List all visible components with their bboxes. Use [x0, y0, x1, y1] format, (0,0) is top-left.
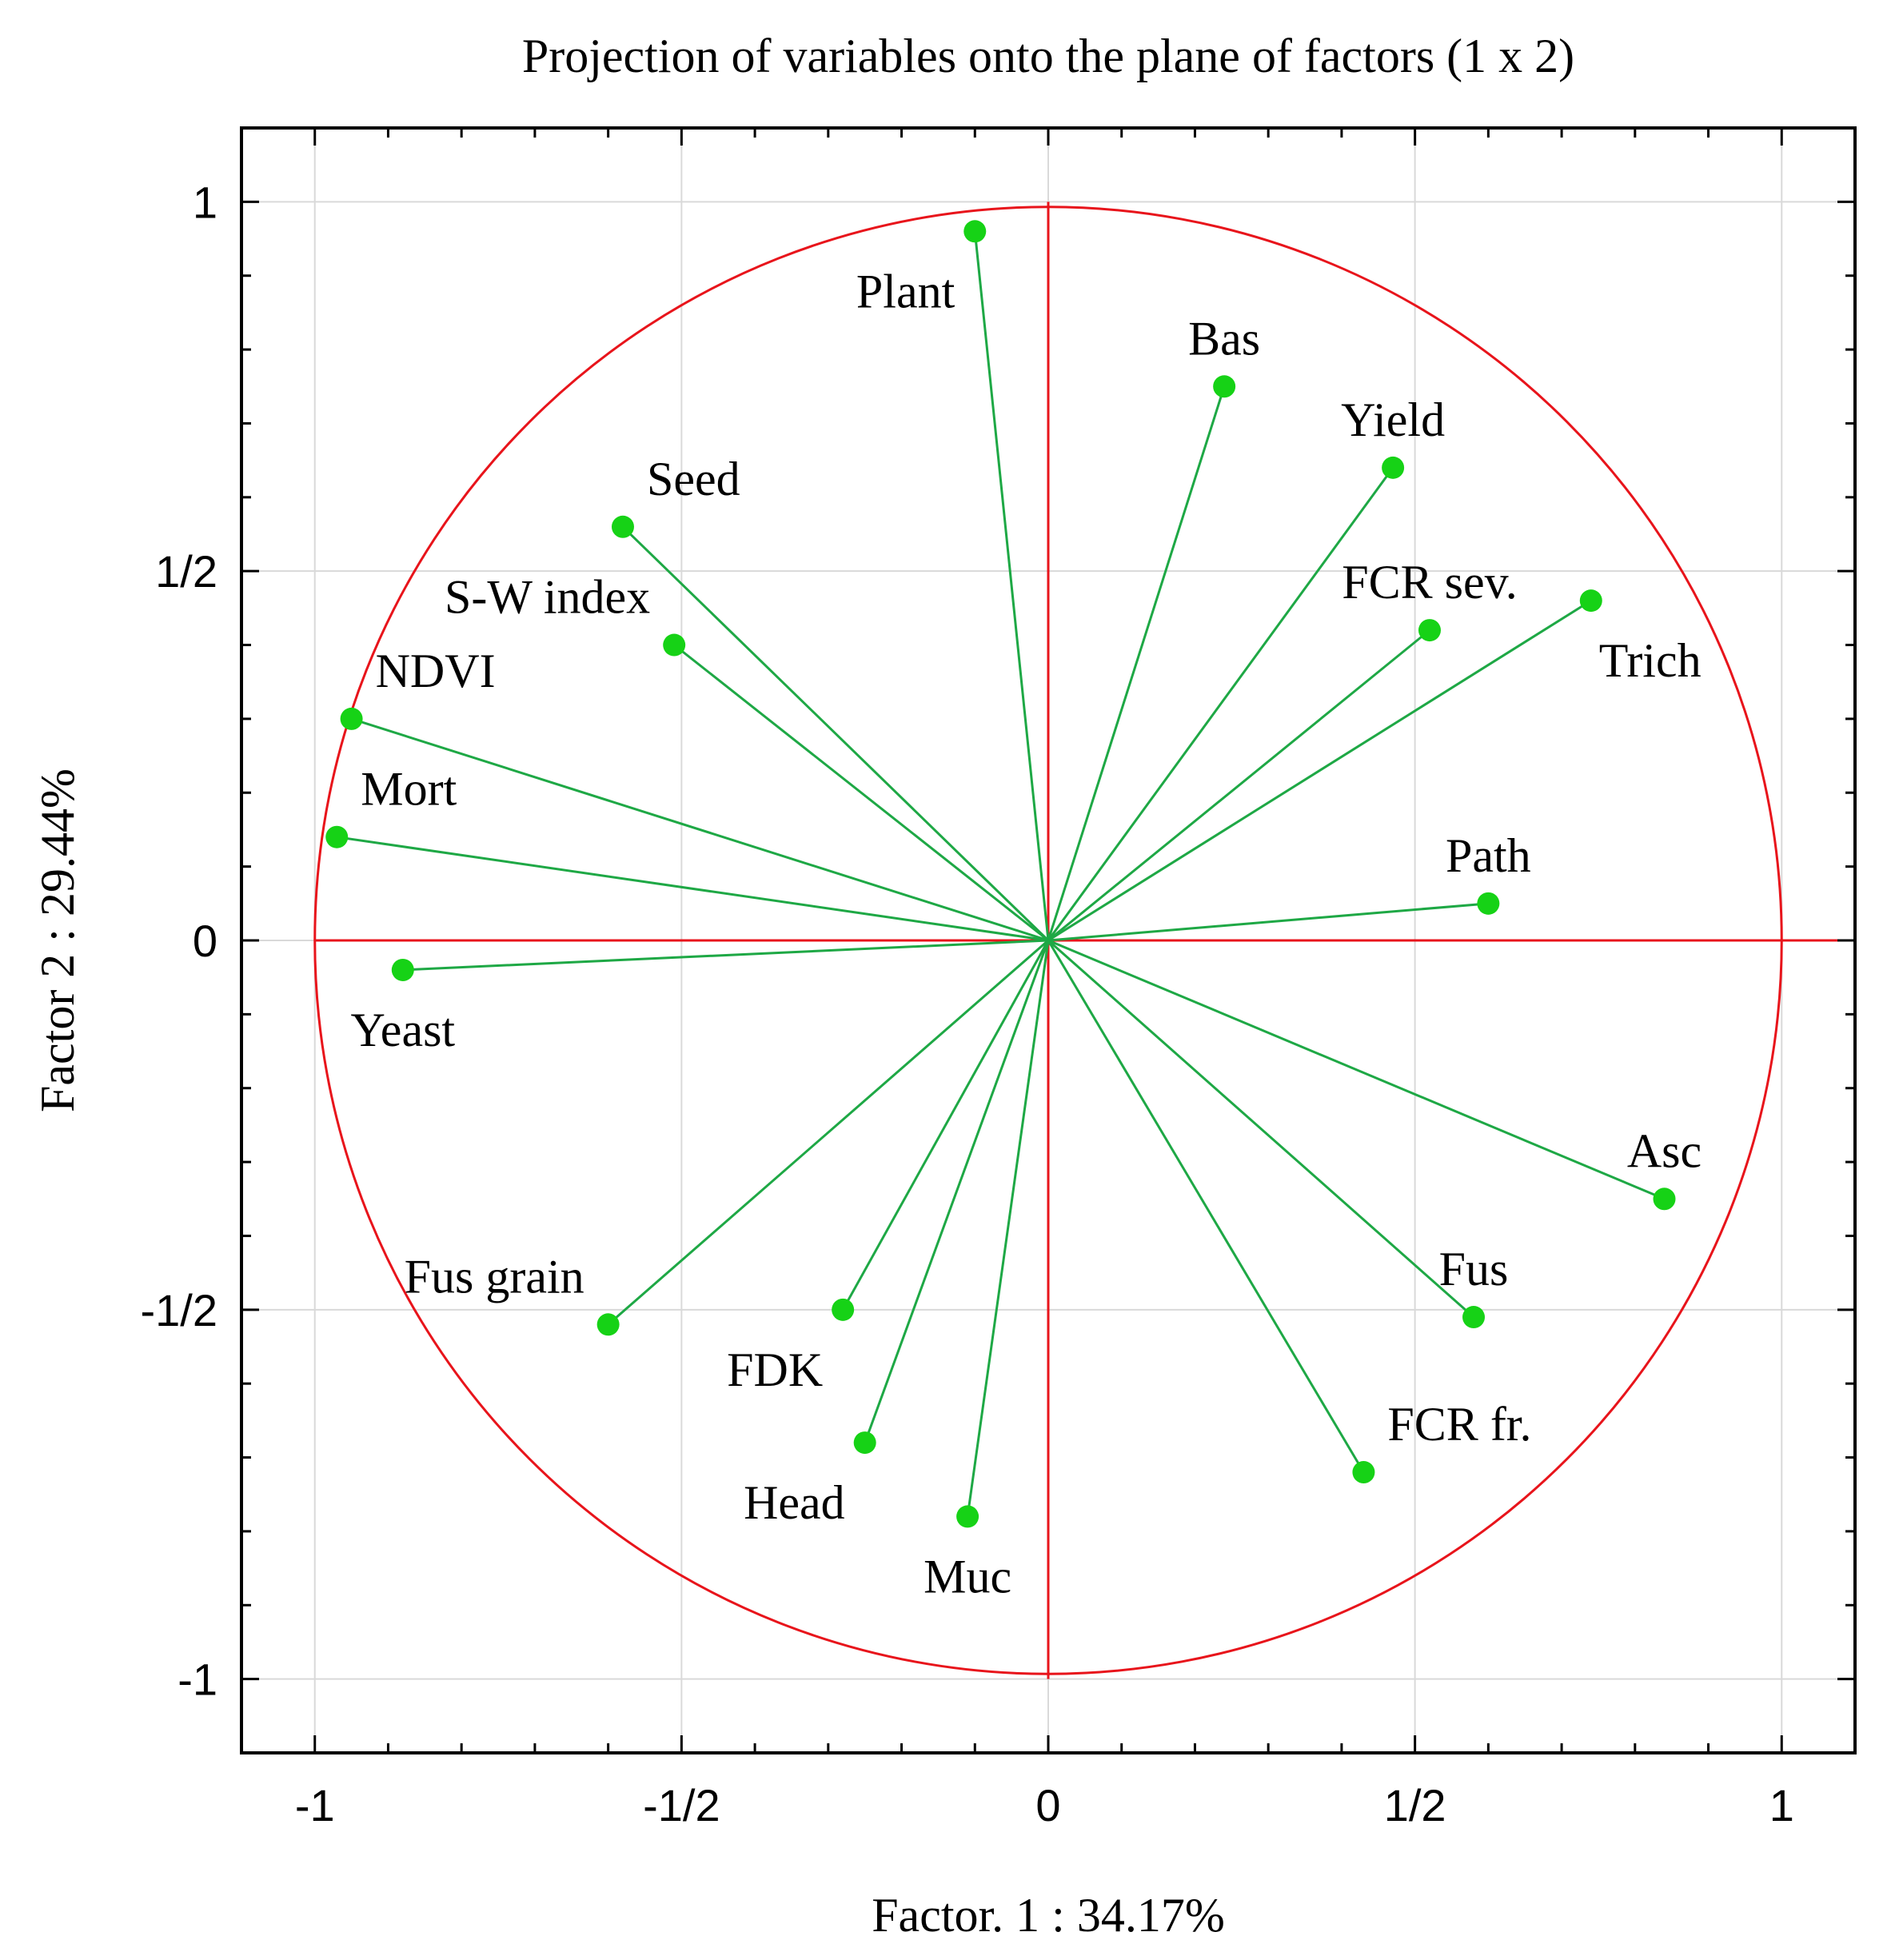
point-bas: [1213, 375, 1236, 398]
vector-head: [864, 940, 1050, 1443]
y-tick-label: -1/2: [141, 1285, 218, 1335]
vector-ndvi: [351, 717, 1049, 942]
vector-asc: [1047, 939, 1666, 1200]
label-asc: Asc: [1627, 1124, 1702, 1177]
label-fcr-sev: FCR sev.: [1342, 556, 1518, 609]
point-fcr-fr: [1352, 1461, 1375, 1484]
point-yeast: [391, 958, 414, 981]
label-head: Head: [744, 1476, 845, 1529]
label-s-w-index: S-W index: [445, 571, 650, 624]
x-tick-label: -1/2: [643, 1780, 720, 1830]
x-tick-label: 1: [1769, 1780, 1794, 1830]
label-layer: Plant Bas Yield FCR sev. Trich Seed S-W index N…: [350, 265, 1702, 1603]
label-path: Path: [1446, 829, 1531, 882]
point-layer: [325, 220, 1676, 1528]
point-trich: [1579, 589, 1602, 613]
point-yield: [1382, 456, 1405, 479]
label-fdk: FDK: [727, 1343, 823, 1396]
x-tick-label: 1/2: [1384, 1780, 1446, 1830]
point-path: [1477, 892, 1500, 915]
point-fus: [1462, 1306, 1486, 1329]
y-tick-label: -1: [178, 1655, 217, 1705]
label-fus-grain: Fus grain: [405, 1250, 584, 1303]
vector-bas: [1047, 385, 1226, 941]
vector-mort: [337, 836, 1049, 942]
label-ndvi: NDVI: [376, 645, 496, 697]
y-tick-label: 1/2: [155, 546, 217, 597]
vector-fcr-fr: [1047, 940, 1365, 1473]
label-fcr-fr: FCR fr.: [1387, 1398, 1531, 1451]
y-tick-label: 0: [193, 916, 217, 966]
vector-plant: [973, 231, 1050, 941]
x-tick-label: -1: [295, 1780, 335, 1830]
point-ndvi: [340, 707, 363, 730]
vector-layer: [337, 231, 1666, 1517]
label-mort: Mort: [361, 763, 457, 816]
point-plant: [963, 220, 987, 243]
point-asc: [1653, 1188, 1676, 1211]
unit-circle-layer: [313, 202, 1855, 1679]
vector-yield: [1047, 466, 1394, 941]
vector-fus-grain: [607, 939, 1049, 1326]
label-yield: Yield: [1341, 393, 1445, 446]
vector-muc: [966, 940, 1050, 1517]
vector-yeast: [402, 939, 1049, 972]
point-fcr-sev: [1418, 619, 1441, 642]
label-plant: Plant: [856, 265, 955, 317]
point-muc: [956, 1505, 979, 1528]
vector-s-w-index: [673, 644, 1049, 942]
point-fdk: [832, 1298, 855, 1321]
label-fus: Fus: [1439, 1243, 1509, 1295]
label-muc: Muc: [924, 1550, 1011, 1603]
y-axis-label: Factor 2 : 29.44%: [31, 768, 84, 1112]
point-s-w-index: [663, 633, 686, 657]
point-head: [853, 1431, 876, 1455]
label-yeast: Yeast: [350, 1004, 455, 1056]
x-tick-label: 0: [1035, 1780, 1060, 1830]
label-bas: Bas: [1188, 312, 1260, 365]
vector-fus: [1047, 939, 1475, 1319]
label-trich: Trich: [1599, 634, 1702, 687]
vector-trich: [1047, 599, 1592, 942]
chart-title: Projection of variables onto the plane o…: [522, 30, 1574, 82]
y-tick-label: 1: [193, 177, 217, 227]
tick-layer: -1 -1/2 0 1/2 1 1 1/2 0 -1/2 -1: [141, 126, 1857, 1830]
point-seed: [611, 515, 634, 538]
vector-fcr-sev: [1047, 629, 1430, 942]
point-fus-grain: [596, 1313, 620, 1336]
label-seed: Seed: [647, 453, 740, 505]
vector-seed: [621, 525, 1050, 942]
point-mort: [325, 825, 349, 848]
vector-fdk: [841, 940, 1050, 1311]
vector-path: [1047, 902, 1489, 942]
x-axis-label: Factor. 1 : 34.17%: [872, 1889, 1225, 1942]
